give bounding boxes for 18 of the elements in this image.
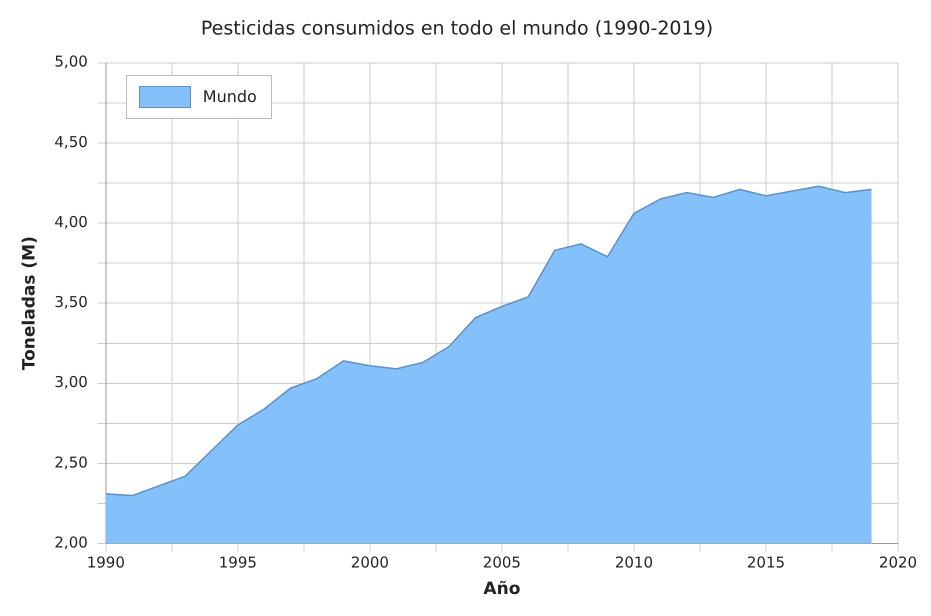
x-axis-title: Año — [483, 579, 520, 600]
x-tick-label: 2015 — [746, 553, 786, 572]
chart-title: Pesticidas consumidos en todo el mundo (1990-2019) — [200, 17, 714, 40]
y-tick-label: 4,50 — [54, 132, 88, 151]
x-tick-label: 2020 — [878, 553, 918, 572]
x-tick-label: 1995 — [218, 553, 257, 572]
y-tick-label: 3,00 — [54, 373, 88, 392]
legend-label: Mundo — [202, 87, 257, 106]
y-tick-label: 5,00 — [54, 52, 88, 71]
x-tick-label: 1990 — [86, 553, 125, 572]
y-tick-label: 2,00 — [54, 533, 88, 552]
x-tick-label: 2010 — [614, 553, 654, 572]
y-tick-label: 2,50 — [54, 453, 88, 472]
x-tick-label: 2000 — [350, 553, 389, 572]
y-tick-label: 3,50 — [54, 293, 88, 312]
y-axis-title: Toneladas (M) — [20, 236, 40, 370]
x-tick-label: 2005 — [482, 553, 521, 572]
y-tick-label: 4,00 — [54, 212, 88, 231]
